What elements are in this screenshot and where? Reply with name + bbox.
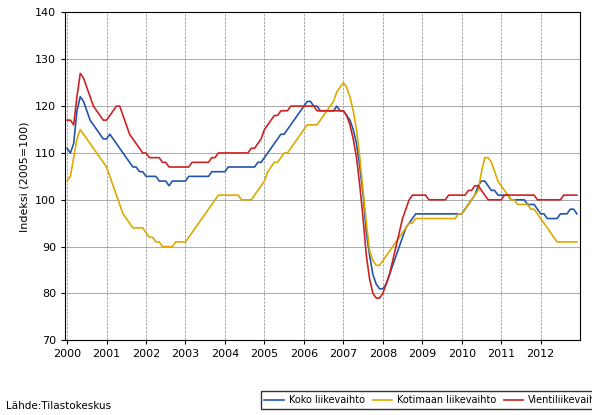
Koko liikevaihto	[422, 211, 429, 216]
Kotimaan liikevaihto	[481, 155, 488, 160]
Kotimaan liikevaihto	[422, 216, 429, 221]
Koko liikevaihto	[573, 211, 580, 216]
Vientiliikevaihto	[63, 118, 70, 123]
Vientiliikevaihto	[277, 108, 284, 113]
Vientiliikevaihto	[481, 193, 488, 198]
Vientiliikevaihto	[77, 71, 84, 76]
Vientiliikevaihto	[573, 193, 580, 198]
Line: Kotimaan liikevaihto: Kotimaan liikevaihto	[67, 83, 577, 265]
Kotimaan liikevaihto	[573, 239, 580, 244]
Koko liikevaihto	[376, 286, 383, 291]
Koko liikevaihto	[195, 174, 202, 179]
Kotimaan liikevaihto	[274, 160, 281, 165]
Koko liikevaihto	[481, 178, 488, 183]
Vientiliikevaihto	[195, 160, 202, 165]
Kotimaan liikevaihto	[63, 178, 70, 183]
Koko liikevaihto	[63, 146, 70, 151]
Legend: Koko liikevaihto, Kotimaan liikevaihto, Vientiliikevaihto: Koko liikevaihto, Kotimaan liikevaihto, …	[260, 391, 592, 409]
Koko liikevaihto	[369, 272, 377, 277]
Kotimaan liikevaihto	[340, 80, 347, 85]
Kotimaan liikevaihto	[192, 225, 199, 230]
Kotimaan liikevaihto	[369, 258, 377, 263]
Text: Lähde:Tilastokeskus: Lähde:Tilastokeskus	[6, 401, 111, 411]
Koko liikevaihto	[258, 160, 265, 165]
Kotimaan liikevaihto	[255, 188, 262, 193]
Koko liikevaihto	[77, 94, 84, 99]
Line: Vientiliikevaihto: Vientiliikevaihto	[67, 73, 577, 298]
Line: Koko liikevaihto: Koko liikevaihto	[67, 97, 577, 289]
Vientiliikevaihto	[369, 291, 377, 296]
Y-axis label: Indeksi (2005=100): Indeksi (2005=100)	[20, 121, 30, 232]
Koko liikevaihto	[277, 132, 284, 137]
Vientiliikevaihto	[373, 295, 380, 300]
Vientiliikevaihto	[258, 137, 265, 142]
Vientiliikevaihto	[422, 193, 429, 198]
Kotimaan liikevaihto	[373, 263, 380, 268]
